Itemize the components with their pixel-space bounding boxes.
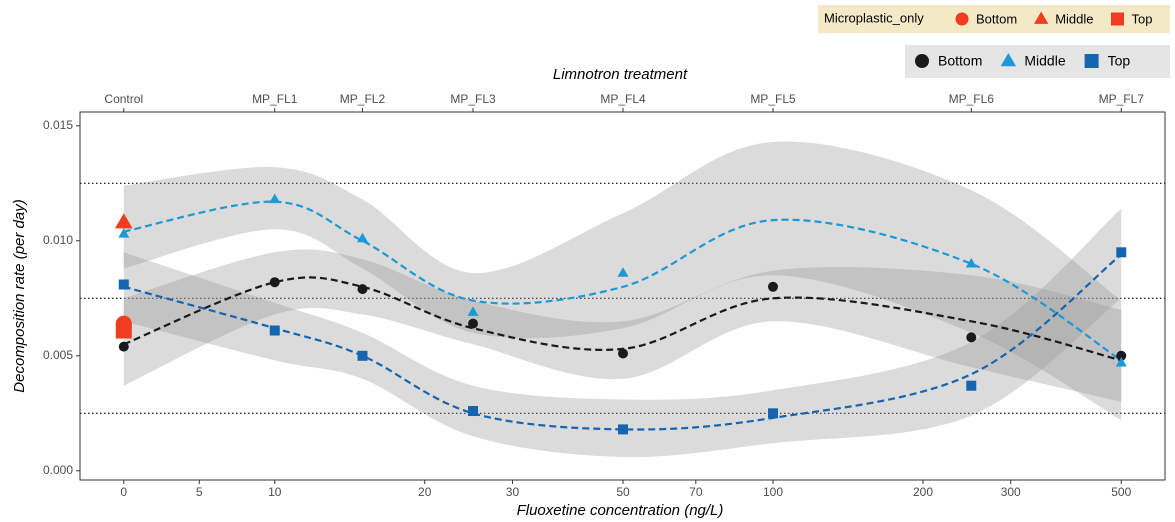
confidence-band [123,249,1122,402]
top-tick-label: MP_FL4 [600,92,646,106]
point [768,408,779,419]
x-tick-label: 10 [268,485,282,499]
smooth-line [123,253,1122,431]
plot-border [79,111,1166,481]
point [357,350,368,361]
legend-marker [1034,11,1049,24]
confidence-band [123,208,1122,458]
point [356,232,368,243]
legend-label: Top [1108,53,1131,69]
x-tick-label: 5 [196,485,203,499]
point [768,281,779,292]
legend-marker [1084,54,1099,68]
legend-title: Microplastic_only [824,10,924,25]
x-tick-label: 100 [763,485,783,499]
y-tick-label: 0.015 [43,118,73,132]
point [1116,350,1127,361]
point [118,279,129,290]
y-tick-label: 0.000 [43,463,73,477]
point [1116,247,1127,258]
legend-marker [1110,12,1124,26]
point [118,341,129,352]
top-tick-label: MP_FL1 [252,92,298,106]
point [618,348,629,359]
legend-label: Bottom [976,11,1017,26]
point [118,228,130,238]
x-tick-label: 500 [1111,485,1131,499]
legend-marker [915,54,929,68]
legend-marker [1000,52,1017,67]
top-tick-label: MP_FL6 [949,92,995,106]
legend-box [905,45,1170,78]
point [468,318,479,329]
legend-label: Top [1131,11,1152,26]
x-axis-title: Fluoxetine concentration (ng/L) [517,502,724,519]
legend-marker [955,12,969,26]
legend-label: Middle [1055,11,1093,26]
top-tick-label: MP_FL5 [750,92,796,106]
point [965,258,977,268]
point [966,332,977,343]
top-tick-label: MP_FL7 [1099,92,1145,106]
point [468,406,479,416]
point [617,267,629,277]
smooth-line [123,200,1122,362]
point [269,325,280,336]
top-tick-label: MP_FL3 [450,92,496,106]
y-tick-label: 0.010 [43,233,73,247]
legend-label: Middle [1024,53,1065,69]
smooth-line [123,276,1122,362]
x-tick-label: 50 [616,485,630,499]
point [269,193,281,204]
x-tick-label: 200 [913,485,933,499]
x-tick-label: 20 [418,485,432,499]
x-tick-label: 300 [1001,485,1021,499]
point [115,322,132,339]
point [618,424,629,435]
y-tick-label: 0.005 [43,348,73,362]
x-tick-label: 70 [689,485,703,499]
point [114,213,133,229]
point [1115,356,1127,367]
confidence-band [123,141,1122,421]
point [357,284,368,295]
point [467,306,479,316]
chart-title: Limnotron treatment [553,66,688,83]
point [269,277,280,288]
y-axis-title: Decomposition rate (per day) [11,199,28,392]
x-tick-label: 30 [506,485,520,499]
top-tick-label: Control [104,92,143,106]
x-tick-label: 0 [120,485,127,499]
top-tick-label: MP_FL2 [340,92,386,106]
legend-label: Bottom [938,53,982,69]
point [966,380,977,391]
